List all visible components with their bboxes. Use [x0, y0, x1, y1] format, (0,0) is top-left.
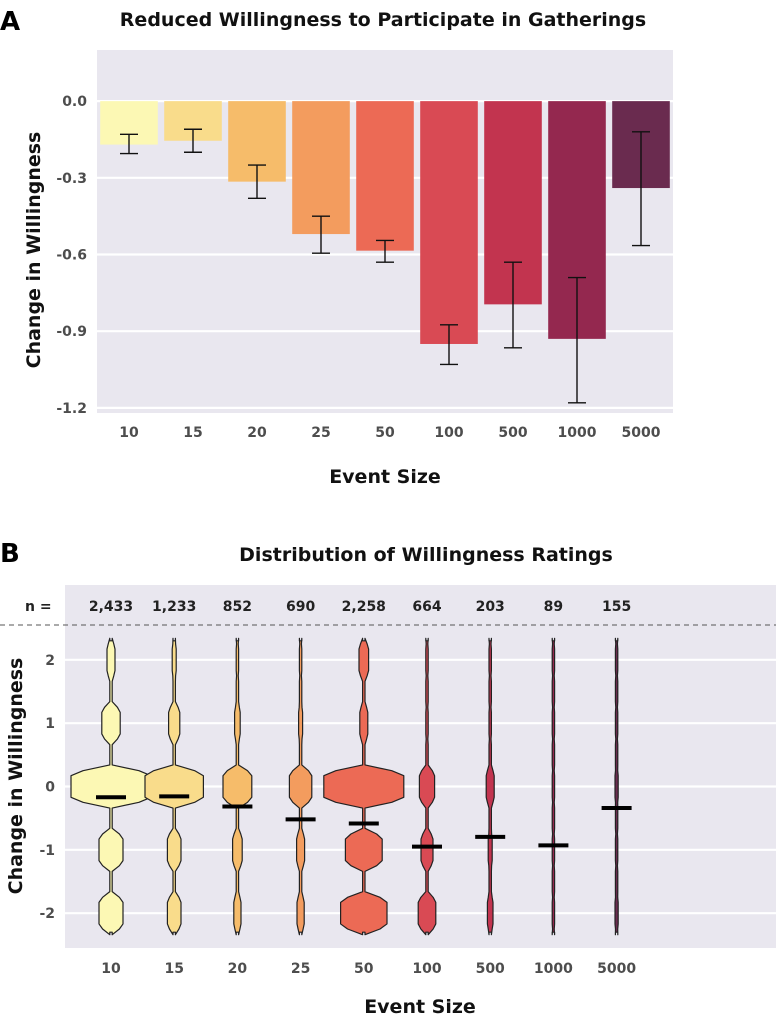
- panel-b-n-count: 203: [476, 599, 505, 615]
- panel-b-x-tick-label: 1000: [534, 961, 573, 977]
- panel-b-violin-25: [288, 637, 313, 936]
- panel-b-x-tick-label: 15: [164, 961, 183, 977]
- panel-b-y-tick-label: 1: [45, 716, 55, 732]
- panel-b-x-tick-label: 5000: [597, 961, 636, 977]
- panel-a-y-tick-label: -0.6: [56, 248, 87, 264]
- panel-a-x-tick-label: 15: [183, 425, 202, 441]
- panel-b-plot-background: [65, 585, 776, 948]
- panel-a-x-tick-label: 20: [247, 425, 267, 441]
- n-count-label: n =: [25, 599, 52, 615]
- panel-b-n-count: 2,433: [89, 599, 133, 615]
- panel-b-violin-50: [323, 637, 405, 936]
- panel-b-title: Distribution of Willingness Ratings: [239, 544, 613, 566]
- panel-b-x-axis-title: Event Size: [364, 996, 476, 1018]
- panel-a-bar-100: [420, 101, 478, 344]
- panel-a-y-tick-label: -0.9: [56, 324, 87, 340]
- panel-b-n-count: 2,258: [342, 599, 386, 615]
- panel-b-violin-1000: [551, 637, 556, 936]
- panel-a-y-tick-label: 0.0: [62, 94, 87, 110]
- panel-b-n-count: 664: [412, 599, 441, 615]
- panel-a-title: Reduced Willingness to Participate in Ga…: [120, 9, 646, 31]
- panel-b-y-axis-title: Change in Willingness: [5, 658, 27, 895]
- panel-b-y-tick-label: -2: [39, 906, 55, 922]
- panel-b-violin-10: [70, 637, 152, 936]
- panel-b-x-tick-label: 500: [476, 961, 505, 977]
- panel-a-bar-50: [356, 101, 414, 251]
- panel-a-y-axis-title: Change in Willingness: [23, 132, 45, 369]
- panel-b-violin-20: [222, 637, 253, 936]
- panel-b-y-tick-label: -1: [39, 843, 55, 859]
- panel-b-y-tick-label: 2: [45, 653, 55, 669]
- panel-b-n-count: 690: [286, 599, 315, 615]
- panel-a: A Reduced Willingness to Participate in …: [0, 7, 673, 488]
- panel-a-bar-25: [292, 101, 350, 235]
- panel-b-violin-5000: [614, 637, 619, 936]
- panel-a-x-tick-label: 100: [434, 425, 463, 441]
- panel-b-x-tick-label: 10: [101, 961, 121, 977]
- panel-b-y-tick-label: 0: [45, 780, 55, 796]
- panel-b-x-tick-label: 25: [291, 961, 310, 977]
- panel-a-x-tick-label: 10: [119, 425, 139, 441]
- panel-b-violin-100: [417, 637, 437, 936]
- panel-a-letter: A: [0, 7, 20, 37]
- panel-b-violin-15: [144, 637, 204, 936]
- panel-b-letter: B: [0, 539, 20, 569]
- panel-a-x-tick-label: 25: [311, 425, 330, 441]
- panel-a-x-tick-label: 500: [498, 425, 527, 441]
- panel-b-x-tick-label: 50: [354, 961, 374, 977]
- panel-b-violin-500: [485, 637, 495, 936]
- panel-b-n-count: 1,233: [152, 599, 196, 615]
- panel-a-x-tick-label: 5000: [622, 425, 661, 441]
- panel-b-n-count: 155: [602, 599, 631, 615]
- panel-a-x-tick-label: 50: [375, 425, 395, 441]
- panel-b-x-tick-label: 20: [228, 961, 248, 977]
- panel-a-x-tick-label: 1000: [558, 425, 597, 441]
- panel-b: B Distribution of Willingness Ratings n …: [0, 539, 776, 1018]
- panel-a-y-tick-label: -1.2: [56, 401, 87, 417]
- panel-b-n-count: 89: [544, 599, 563, 615]
- panel-a-x-axis-title: Event Size: [329, 466, 441, 488]
- panel-a-y-tick-label: -0.3: [56, 171, 87, 187]
- panel-b-n-count: 852: [223, 599, 252, 615]
- panel-b-x-tick-label: 100: [412, 961, 441, 977]
